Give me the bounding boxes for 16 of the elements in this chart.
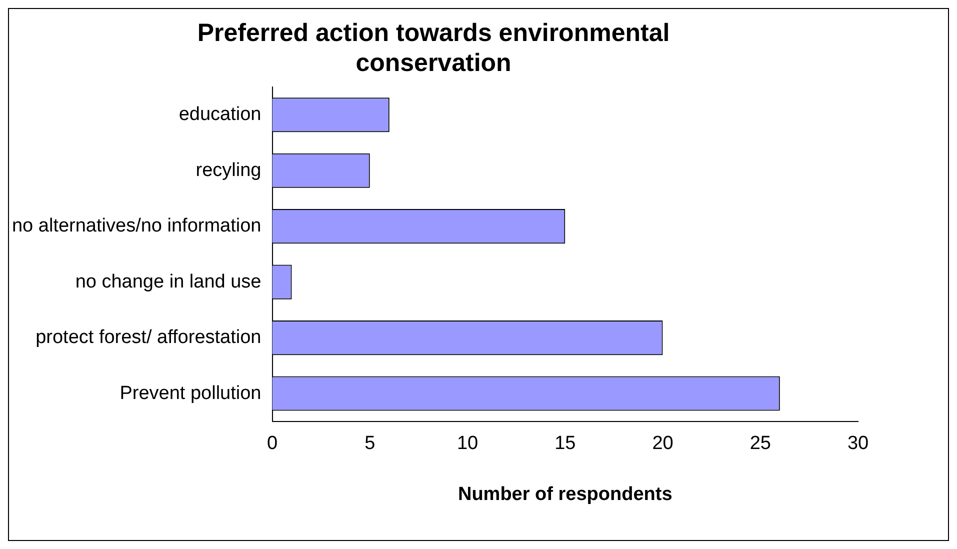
x-tick-label: 0 (266, 433, 278, 454)
x-tick-label: 5 (364, 433, 376, 454)
text: conservation (356, 48, 512, 77)
y-tick-label: Prevent pollution (120, 382, 262, 404)
x-axis-title: Number of respondents (458, 484, 672, 505)
y-tick-label: no change in land use (75, 271, 262, 292)
y-tick-label: recyling (196, 160, 262, 181)
text: Preferred action towards environmental (197, 18, 670, 47)
y-tick-label: protect forest/ afforestation (36, 327, 262, 348)
y-tick-label: education (178, 104, 262, 126)
x-tick-label: 25 (750, 433, 771, 454)
y-tick-label: no alternatives/no information (12, 216, 262, 237)
x-tick-label: 20 (652, 433, 674, 454)
x-tick-label: 30 (847, 433, 869, 454)
x-tick-label: 15 (554, 433, 576, 454)
x-tick-label: 10 (456, 433, 478, 454)
